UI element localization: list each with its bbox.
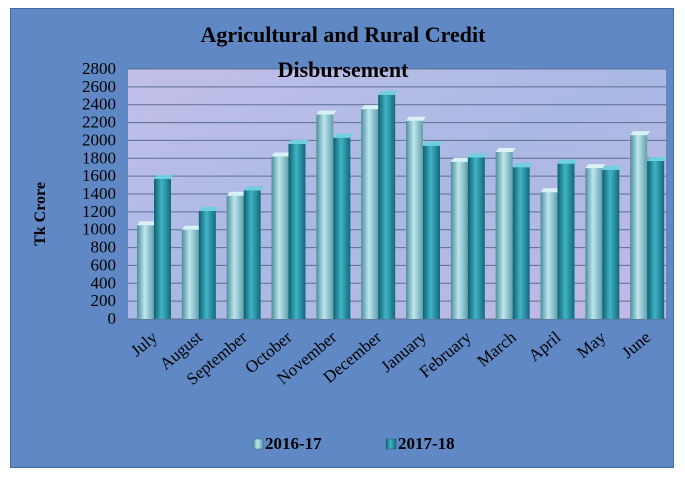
y-tick-label: 800 <box>91 238 117 257</box>
x-tick-label: April <box>525 327 565 365</box>
bar-top-cap <box>602 165 623 170</box>
legend-label-2016-17: 2016-17 <box>265 434 322 453</box>
y-tick-label: 400 <box>91 273 117 292</box>
y-tick-label: 2000 <box>82 130 116 149</box>
chart-title-line-2: Disbursement <box>278 57 409 82</box>
chart-title-line-1: Agricultural and Rural Credit <box>201 22 487 47</box>
y-tick-label: 1200 <box>82 202 116 221</box>
bar-2017-18-March <box>512 167 530 319</box>
bar-top-cap <box>585 164 606 169</box>
bar-chart: 0200400600800100012001400160018002000220… <box>32 22 668 453</box>
bar-2017-18-November <box>333 137 351 319</box>
bar-2017-18-October <box>288 144 306 319</box>
y-tick-label: 2200 <box>82 113 116 132</box>
bar-2017-18-July <box>154 178 171 319</box>
bar-top-cap <box>406 116 426 121</box>
bar-top-cap <box>271 152 292 157</box>
y-tick-label: 2600 <box>82 77 116 96</box>
y-tick-label: 1600 <box>82 166 116 185</box>
bar-2016-17-October <box>271 156 289 319</box>
bar-2017-18-August <box>198 210 216 319</box>
bar-top-cap <box>361 105 382 110</box>
chart-container: 0 200 400 600 800 1000 1200 1400 1600 1800 2000 220… <box>10 8 674 468</box>
gridlines <box>128 68 666 320</box>
bar-2017-18-April <box>557 163 575 319</box>
bar-top-cap <box>423 141 443 146</box>
bar-2016-17-January <box>406 120 423 320</box>
legend-label-2017-18: 2017-18 <box>398 434 455 453</box>
bar-top-cap <box>450 157 471 162</box>
bar-top-cap <box>512 163 533 168</box>
bar-2017-18-May <box>602 169 620 319</box>
y-tick-label: 1400 <box>82 184 116 203</box>
y-tick-label: 2800 <box>82 59 116 78</box>
bar-top-cap <box>137 221 157 226</box>
bar-top-cap <box>154 174 174 179</box>
x-tick-label: June <box>618 328 654 363</box>
bar-top-cap <box>495 148 516 153</box>
y-tick-label: 1000 <box>82 220 116 239</box>
bar-2016-17-February <box>450 161 468 319</box>
y-axis-label: Tk Crore <box>32 182 49 246</box>
bar-2017-18-December <box>378 94 396 320</box>
x-tick-label: May <box>573 327 609 362</box>
bar-top-cap <box>181 225 202 230</box>
y-tick-labels: 0200400600800100012001400160018002000220… <box>82 59 116 328</box>
legend-swatch-2017-18 <box>385 438 397 450</box>
bar-2017-18-February <box>467 157 485 319</box>
bar-2017-18-June <box>647 160 665 319</box>
bar-2016-17-June <box>630 135 648 319</box>
x-tick-labels: JulyAugustSeptemberOctoberNovemberDecemb… <box>127 327 654 389</box>
bar-top-cap <box>288 140 309 144</box>
bar-top-cap <box>316 110 337 115</box>
legend-swatch-2016-17 <box>252 438 264 450</box>
bar-top-cap <box>333 133 354 138</box>
bar-2017-18-September <box>243 190 261 319</box>
bar-top-cap <box>647 156 668 161</box>
x-tick-label: March <box>473 327 520 370</box>
bar-top-cap <box>378 90 399 95</box>
bar-top-cap <box>557 159 578 164</box>
x-tick-label: July <box>127 327 161 360</box>
bar-2016-17-March <box>495 152 513 319</box>
bar-2016-17-December <box>361 109 379 319</box>
bar-2017-18-January <box>423 145 440 319</box>
bar-2016-17-August <box>181 229 199 319</box>
y-tick-label: 200 <box>91 291 117 310</box>
bar-2016-17-April <box>540 192 558 319</box>
bars <box>137 90 668 320</box>
bar-top-cap <box>198 206 219 211</box>
x-tick-label: February <box>416 327 476 381</box>
bar-top-cap <box>243 186 264 191</box>
bar-2016-17-May <box>585 168 603 319</box>
y-tick-label: 0 <box>108 309 117 328</box>
y-tick-label: 600 <box>91 255 117 274</box>
bar-top-cap <box>226 191 247 196</box>
bar-top-cap <box>467 153 488 158</box>
bar-top-cap <box>540 188 561 193</box>
bar-top-cap <box>630 131 651 136</box>
bar-2016-17-November <box>316 114 334 320</box>
legend: 2016-17 2017-18 <box>252 434 455 453</box>
bar-2016-17-July <box>137 225 154 319</box>
y-tick-label: 2400 <box>82 95 116 114</box>
bar-2016-17-September <box>226 195 244 319</box>
y-tick-label: 1800 <box>82 148 116 167</box>
